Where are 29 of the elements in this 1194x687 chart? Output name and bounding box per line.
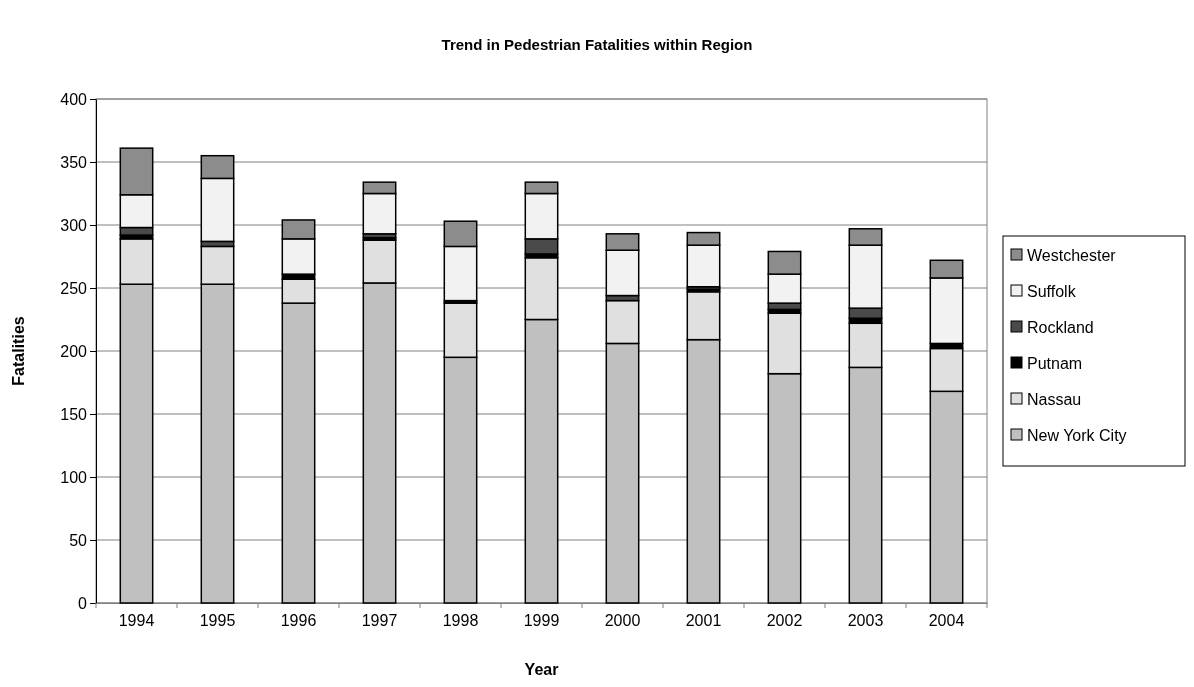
x-tick-label: 1996: [280, 612, 317, 630]
chart-title: Trend in Pedestrian Fatalities within Region: [441, 36, 753, 53]
x-tick-label: 1997: [361, 612, 398, 630]
y-tick-label: 150: [60, 405, 88, 423]
legend-label: Rockland: [1027, 319, 1094, 336]
y-tick-label: 200: [60, 342, 88, 360]
x-tick-label: 2002: [766, 612, 803, 630]
y-tick-label: 300: [60, 216, 88, 234]
y-tick-label: 50: [69, 531, 88, 549]
legend-label: Westchester: [1027, 247, 1117, 264]
x-tick-label: 1999: [523, 612, 560, 630]
legend-label: New York City: [1027, 427, 1127, 444]
y-tick-label: 0: [78, 594, 88, 612]
x-tick-label: 1998: [442, 612, 479, 630]
legend-label: Suffolk: [1027, 283, 1077, 300]
y-tick-label: 350: [60, 153, 88, 171]
x-tick-label: 2003: [847, 612, 884, 630]
x-axis-title: Year: [524, 661, 559, 678]
x-tick-label: 2001: [685, 612, 722, 630]
legend-label: Putnam: [1027, 355, 1083, 372]
x-tick-label: 2000: [604, 612, 641, 630]
legend-label: Nassau: [1027, 391, 1082, 408]
x-tick-label: 1995: [199, 612, 236, 630]
x-tick-label: 1994: [118, 612, 155, 630]
y-tick-label: 250: [60, 279, 88, 297]
y-axis-title: Fatalities: [10, 316, 27, 386]
y-tick-label: 400: [60, 90, 88, 108]
y-tick-label: 100: [60, 468, 88, 486]
x-tick-label: 2004: [928, 612, 965, 630]
